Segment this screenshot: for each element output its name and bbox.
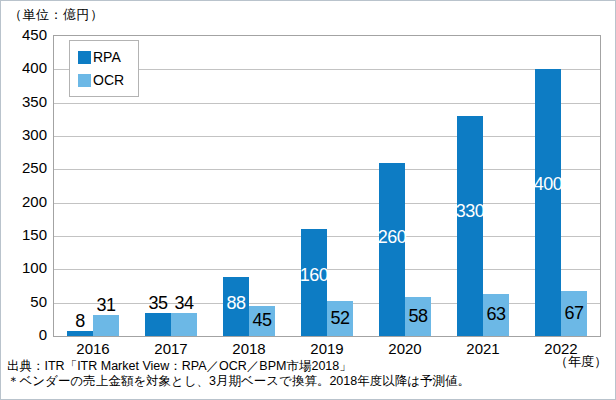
x-axis-tick-label: 2016	[61, 340, 125, 357]
y-axis-tick-label: 450	[1, 27, 47, 43]
gridline	[54, 136, 600, 137]
x-axis-tick-label: 2018	[217, 340, 281, 357]
gridline	[54, 103, 600, 104]
legend-label-rpa: RPA	[93, 49, 121, 65]
y-axis-tick-label: 0	[1, 327, 47, 343]
bar-label-ocr-2022: 67	[551, 303, 597, 323]
x-axis-tick-label: 2020	[373, 340, 437, 357]
legend-label-ocr: OCR	[93, 72, 124, 88]
bar-label-ocr-2020: 58	[395, 306, 441, 326]
bar-rpa-2021	[457, 116, 483, 336]
bar-label-rpa-2020: 260	[369, 227, 415, 247]
bar-rpa-2017	[145, 313, 171, 336]
x-axis-tick-label: 2019	[295, 340, 359, 357]
bar-label-ocr-2019: 52	[317, 308, 363, 328]
legend-entry-ocr: OCR	[78, 72, 124, 88]
gridline	[54, 169, 600, 170]
y-axis-tick-label: 150	[1, 227, 47, 243]
bar-label-ocr-2016: 31	[83, 295, 129, 315]
ocr-color-swatch	[78, 74, 91, 87]
y-axis-tick-label: 100	[1, 260, 47, 276]
footnote-line: ＊ベンダーの売上金額を対象とし、3月期ベースで換算。2018年度以降は予測値。	[7, 373, 470, 390]
y-axis-tick-label: 350	[1, 94, 47, 110]
bar-label-ocr-2021: 63	[473, 304, 519, 324]
y-axis-tick-label: 250	[1, 160, 47, 176]
bar-rpa-2016	[67, 331, 93, 336]
x-axis-tick-label: 2017	[139, 340, 203, 357]
x-axis-tick-label: 2021	[451, 340, 515, 357]
bar-label-rpa-2019: 160	[291, 265, 337, 285]
bar-ocr-2017	[171, 313, 197, 336]
bar-rpa-2022	[535, 69, 561, 336]
bar-label-rpa-2021: 330	[447, 201, 493, 221]
bar-label-rpa-2022: 400	[525, 174, 571, 194]
chart-page: （単位：億円） 0 50 100 150 200 250 300 350 400 450 RPA …	[0, 0, 616, 400]
gridline	[54, 236, 600, 237]
y-axis-tick-label: 50	[1, 294, 47, 310]
gridline	[54, 203, 600, 204]
y-axis-unit-label: （単位：億円）	[9, 6, 104, 24]
y-axis-tick-label: 200	[1, 194, 47, 210]
y-axis-tick-label: 300	[1, 127, 47, 143]
bar-label-ocr-2017: 34	[161, 293, 207, 313]
bar-label-ocr-2018: 45	[239, 310, 285, 330]
x-axis-tick-label: 2022	[529, 340, 593, 357]
plot-area: RPA OCR 20168312017353420188845201916052…	[53, 35, 601, 337]
rpa-color-swatch	[78, 51, 91, 64]
legend: RPA OCR	[69, 40, 139, 97]
y-axis-tick-label: 400	[1, 60, 47, 76]
legend-entry-rpa: RPA	[78, 49, 124, 65]
